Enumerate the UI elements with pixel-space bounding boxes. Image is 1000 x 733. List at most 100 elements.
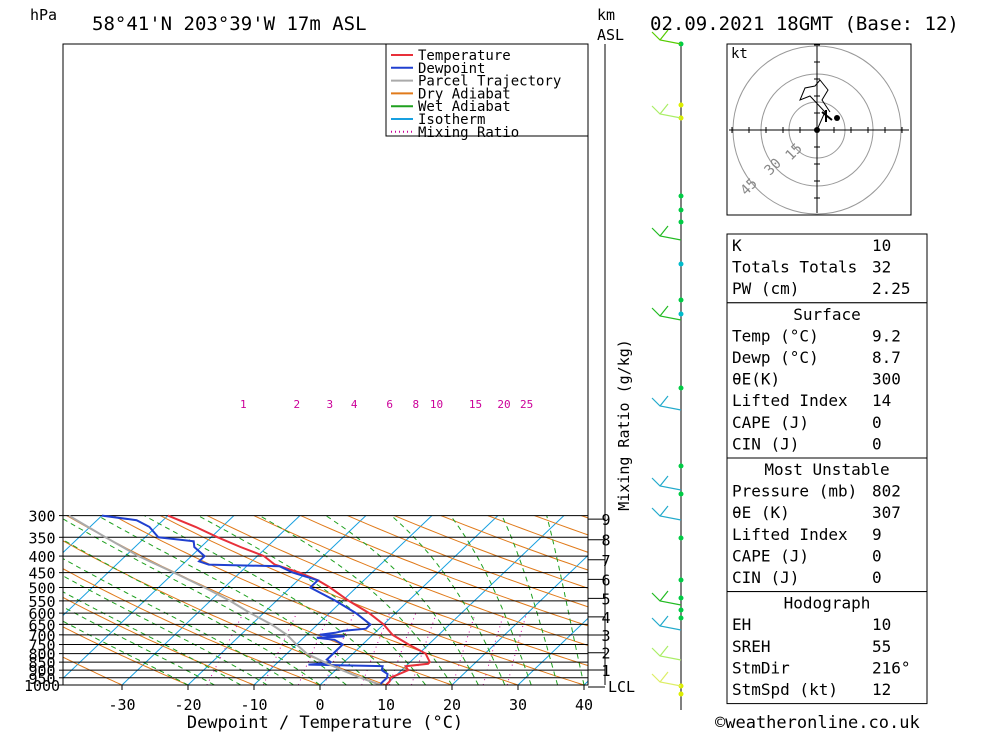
wind-barb-icon: [651, 671, 682, 687]
wind-barb-icon: [651, 475, 682, 491]
pressure-tick-label: 600: [28, 605, 55, 623]
km-tick-label: 3: [601, 627, 610, 645]
most-unstable-table-row-label: Lifted Index: [732, 525, 848, 544]
pressure-tick-label: 850: [28, 654, 55, 672]
mixing-ratio-line: [297, 612, 331, 685]
wet-adiabat-line: [197, 515, 427, 685]
wind-level-dot: [678, 297, 684, 303]
wet-adiabat-line: [325, 515, 479, 685]
wind-level-dot: [678, 385, 684, 391]
wind-level-dot: [678, 615, 684, 621]
most-unstable-table-row-value: 0: [872, 568, 882, 587]
dry-adiabat-line: [440, 515, 588, 571]
indices-table-row-label: Totals Totals: [732, 258, 857, 277]
indices-table-row-label: K: [732, 236, 742, 255]
indices-table-box: [726, 233, 928, 304]
hodograph-table-row-label: StmSpd (kt): [732, 680, 838, 699]
pressure-tick-label: 1000: [24, 677, 60, 695]
indices-table-row-value: 10: [872, 236, 891, 255]
pressure-tick-label: 650: [28, 616, 55, 634]
pressure-tick-label: 950: [28, 670, 55, 688]
temperature-tick-label: -10: [240, 696, 267, 714]
legend-entry: Dewpoint: [418, 61, 485, 77]
mixing-ratio-label: 3: [327, 398, 334, 411]
mixing-ratio-line: [361, 612, 391, 685]
mixing-ratio-line: [388, 612, 417, 685]
temperature-tick-label: -20: [174, 696, 201, 714]
dry-adiabat-line: [394, 515, 588, 589]
km-tick-label: 2: [601, 645, 610, 663]
indices-table-row-value: 2.25: [872, 279, 911, 298]
mixing-ratio-label: 20: [497, 398, 510, 411]
dry-adiabat-line: [63, 626, 189, 685]
mixing-ratio-label: 25: [520, 398, 533, 411]
isotherm-line: [121, 515, 301, 685]
most-unstable-table-row-value: 802: [872, 482, 901, 501]
isotherm-line: [319, 515, 499, 685]
isotherm-line: [63, 515, 235, 680]
pressure-tick-label: 700: [28, 627, 55, 645]
pressure-unit-label: hPa: [30, 6, 57, 24]
wind-level-dot: [678, 577, 684, 583]
most-unstable-table-row-label: CAPE (J): [732, 546, 809, 565]
wind-level-dot: [678, 491, 684, 497]
hodograph-table-row-value: 55: [872, 637, 891, 656]
surface-table-row-label: CIN (J): [732, 434, 799, 453]
wind-level-dot: [678, 595, 684, 601]
surface-table-row-label: CAPE (J): [732, 413, 809, 432]
wind-barb-icon: [651, 225, 682, 241]
surface-table-row-label: Dewp (°C): [732, 348, 819, 367]
wind-level-dot: [678, 311, 684, 317]
hodograph-table-row-label: StmDir: [732, 658, 790, 677]
isotherm-line: [63, 515, 103, 554]
km-tick-label: 1: [601, 662, 610, 680]
wind-barb-icon: [651, 645, 682, 661]
isotherm-line: [517, 617, 588, 685]
pressure-tick-label: 450: [28, 565, 55, 583]
temperature-tick-label: 0: [315, 696, 324, 714]
copyright-label: ©weatheronline.co.uk: [715, 713, 920, 733]
wind-barb-icon: [651, 29, 682, 45]
most-unstable-table-row-value: 307: [872, 503, 901, 522]
mixing-ratio-axis-title: Mixing Ratio (g/kg): [615, 339, 633, 511]
surface-table-row-value: 14: [872, 391, 891, 410]
surface-table-row-value: 0: [872, 434, 882, 453]
km-tick-label: 4: [601, 609, 610, 627]
wind-level-dot: [678, 463, 684, 469]
hodograph-table-row-label: SREH: [732, 637, 771, 656]
mixing-ratio-label: 1: [240, 398, 247, 411]
wind-level-dot: [678, 102, 684, 108]
surface-table-row-label: Temp (°C): [732, 326, 819, 345]
pressure-tick-label: 350: [28, 529, 55, 547]
datetime-label: 02.09.2021 18GMT (Base: 12): [650, 13, 959, 35]
dry-adiabat-line: [253, 515, 588, 647]
hodograph-table-row-value: 12: [872, 680, 891, 699]
temperature-tick-label: -30: [108, 696, 135, 714]
surface-table-row-value: 300: [872, 370, 901, 389]
temperature-tick-label: 40: [575, 696, 593, 714]
hodograph-table-row-label: EH: [732, 615, 751, 634]
plot-area: 1 2 3 4 6 8 10 15 20 25: [63, 398, 588, 685]
isotherm-line: [451, 554, 588, 685]
hodograph-table-row-value: 216°: [872, 658, 911, 677]
x-axis-title: Dewpoint / Temperature (°C): [187, 713, 463, 733]
index-tables: K 10 Totals Totals 32 PW (cm) 2.25 Surface Temp…: [726, 233, 928, 705]
surface-table-row-label: θE(K): [732, 370, 780, 389]
pressure-tick-label: 800: [28, 646, 55, 664]
wind-level-dot: [678, 535, 684, 541]
mixing-ratio-label: 10: [430, 398, 443, 411]
km-unit-label: km: [597, 6, 615, 24]
hodograph-table-row-value: 10: [872, 615, 891, 634]
pressure-tick-label: 400: [28, 548, 55, 566]
temperature-series: [167, 514, 432, 685]
legend-entry: Temperature: [418, 48, 511, 64]
wind-level-dot: [678, 219, 684, 225]
legend-entry: Wet Adiabat: [418, 99, 511, 115]
mixing-ratio-line: [206, 612, 244, 685]
mixing-ratio-label: 15: [469, 398, 482, 411]
hodograph-trace: [799, 79, 831, 131]
most-unstable-table-title: Most Unstable: [764, 460, 889, 479]
hodograph-unit-label: kt: [731, 46, 748, 62]
wet-adiabat-line: [63, 539, 321, 685]
